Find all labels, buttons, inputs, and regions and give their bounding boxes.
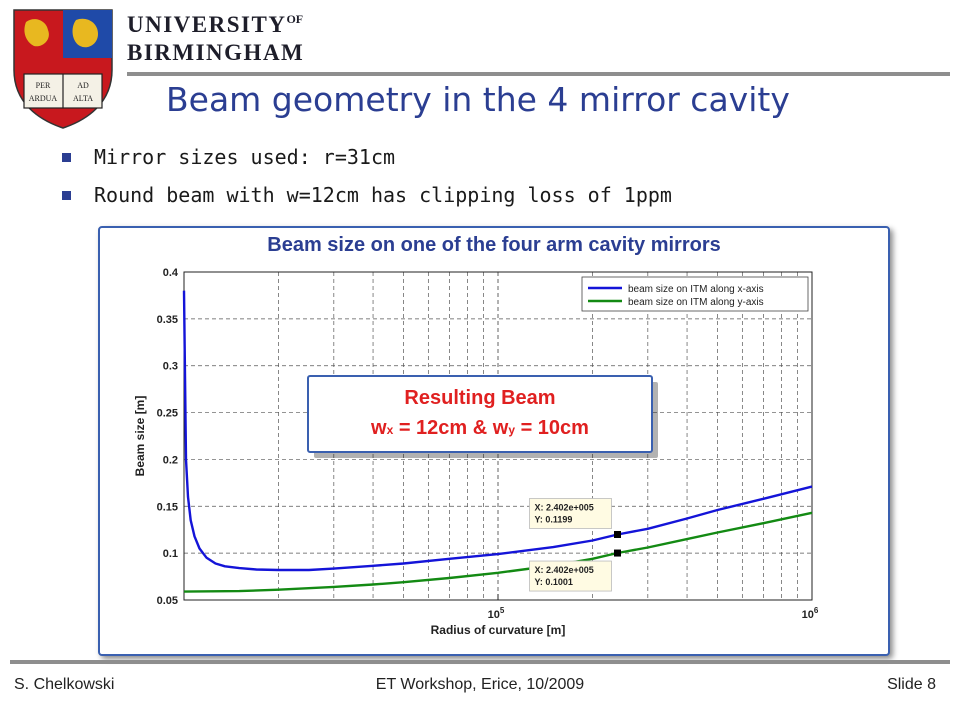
y-tick-label: 0.3	[163, 361, 178, 373]
university-line1: UNIVERSITY	[127, 12, 287, 37]
header-divider	[127, 72, 950, 76]
crest-book-word: ALTA	[73, 94, 93, 103]
bullet-item: Mirror sizes used: r=31cm	[58, 142, 672, 180]
legend-entry: beam size on ITM along x-axis	[628, 284, 764, 295]
legend-entry: beam size on ITM along y-axis	[628, 297, 764, 308]
y-tick-label: 0.4	[163, 267, 179, 279]
y-tick-label: 0.25	[157, 408, 178, 420]
beam-size-chart: 0.05 0.1 0.15 0.2 0.25 0.3 0.35 0.4 105 106 Radius…	[133, 267, 819, 637]
footer-divider	[10, 660, 950, 664]
callout-line1: Resulting Beam	[404, 387, 555, 409]
result-callout: Resulting Beam wx = 12cm & wy = 10cm	[307, 375, 658, 458]
footer-author: S. Chelkowski	[14, 676, 115, 693]
datatip-y: Y: 0.1001	[534, 577, 572, 587]
x-tick-label: 106	[802, 606, 819, 621]
series-line	[183, 511, 813, 593]
university-of: OF	[286, 12, 304, 26]
y-tick-label: 0.1	[163, 548, 178, 560]
legend-box	[581, 276, 809, 312]
y-tick-label: 0.2	[163, 454, 178, 466]
datatip-y: Y: 0.1199	[534, 514, 572, 524]
datatip: X: 2.402e+005 Y: 0.1199	[529, 498, 612, 529]
footer-slide-number: Slide 8	[887, 676, 936, 693]
plot-axes-box	[183, 271, 813, 601]
data-marker	[613, 549, 621, 557]
y-tick-label: 0.35	[157, 314, 178, 326]
figure-panel: Beam size on one of the four arm cavity …	[98, 226, 890, 656]
footer-event: ET Workshop, Erice, 10/2009	[375, 676, 585, 693]
datatip-x: X: 2.402e+005	[534, 502, 593, 512]
y-tick-label: 0.15	[157, 501, 178, 513]
figure-title: Beam size on one of the four arm cavity …	[267, 234, 721, 256]
x-tick-label: 105	[488, 606, 505, 621]
university-crest-logo: PER ARDUA AD ALTA	[13, 9, 113, 129]
university-line2: BIRMINGHAM	[127, 40, 305, 65]
bullet-text: Mirror sizes used: r=31cm	[94, 145, 396, 169]
bullet-square-icon	[62, 191, 71, 200]
bullet-list: Mirror sizes used: r=31cm Round beam wit…	[58, 142, 672, 218]
callout-box	[307, 375, 653, 453]
callout-line2: wx = 12cm & wy = 10cm	[370, 417, 589, 439]
crest-book-word: ARDUA	[29, 94, 58, 103]
datatip-box	[529, 498, 612, 529]
datatip-x: X: 2.402e+005	[534, 565, 593, 575]
data-marker	[613, 530, 621, 538]
y-axis-label: Beam size [m]	[133, 396, 147, 477]
bullet-square-icon	[62, 153, 71, 162]
chart-legend: beam size on ITM along x-axis beam size o…	[581, 276, 809, 312]
crest-book-word: PER	[36, 81, 51, 90]
bullet-text: Round beam with w=12cm has clipping loss…	[94, 183, 672, 207]
x-axis-label: Radius of curvature [m]	[431, 623, 566, 637]
datatip-box	[529, 560, 612, 592]
series-line	[182, 290, 813, 572]
university-wordmark: UNIVERSITYOF BIRMINGHAM	[127, 13, 317, 64]
slide-title: Beam geometry in the 4 mirror cavity	[166, 80, 790, 119]
bullet-item: Round beam with w=12cm has clipping loss…	[58, 180, 672, 218]
datatip: X: 2.402e+005 Y: 0.1001	[529, 560, 612, 592]
crest-book-word: AD	[77, 81, 89, 90]
y-tick-label: 0.05	[157, 595, 178, 607]
